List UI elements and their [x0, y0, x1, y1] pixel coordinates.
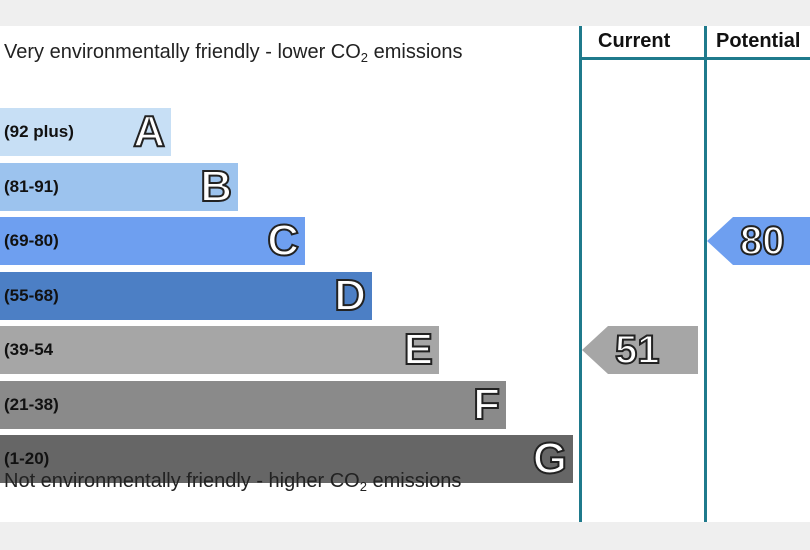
potential-arrow-polygon: [707, 217, 810, 265]
band-d: (55-68) D: [0, 270, 372, 320]
band-a: (92 plus) A: [0, 107, 171, 157]
bottom-caption: Not environmentally friendly - higher CO…: [4, 470, 462, 494]
band-letter-label: F: [472, 379, 501, 429]
band-range-label: (55-68): [4, 285, 59, 305]
band-b: (81-91) B: [0, 161, 238, 211]
current-rating-arrow: 51: [582, 326, 698, 374]
current-column-header: Current: [598, 30, 671, 52]
current-column-left-border: [579, 26, 582, 522]
band-letter-label: A: [132, 107, 166, 157]
current-arrow-polygon: [582, 326, 698, 374]
potential-column-left-border: [704, 26, 707, 522]
potential-column-header: Potential: [716, 30, 801, 52]
current-arrow-shape: [582, 326, 698, 374]
potential-arrow-shape: [707, 217, 810, 265]
band-range-label: (69-80): [4, 231, 59, 250]
potential-rating-arrow: 80: [707, 217, 810, 265]
current-rating-value: 51: [614, 327, 660, 373]
band-f: (21-38) F: [0, 379, 506, 429]
band-range-label: (21-38): [4, 394, 59, 414]
band-letter-label: B: [199, 161, 233, 211]
band-range-label: (1-20): [4, 449, 50, 468]
band-e: (39-54 E: [0, 325, 439, 375]
band-g: (1-20) G: [0, 434, 573, 484]
band-c: (69-80) C: [0, 216, 305, 266]
band-range-label: (81-91): [4, 176, 59, 196]
potential-rating-value: 80: [739, 218, 785, 264]
band-letter-label: D: [333, 270, 367, 320]
band-letter-label: E: [403, 325, 434, 375]
band-letter-label: C: [266, 216, 300, 266]
band-range-label: (92 plus): [4, 122, 74, 141]
top-caption: Very environmentally friendly - lower CO…: [4, 41, 463, 65]
column-header-divider: [579, 57, 810, 60]
band-range-label: (39-54: [4, 340, 54, 359]
band-letter-label: G: [532, 434, 568, 484]
